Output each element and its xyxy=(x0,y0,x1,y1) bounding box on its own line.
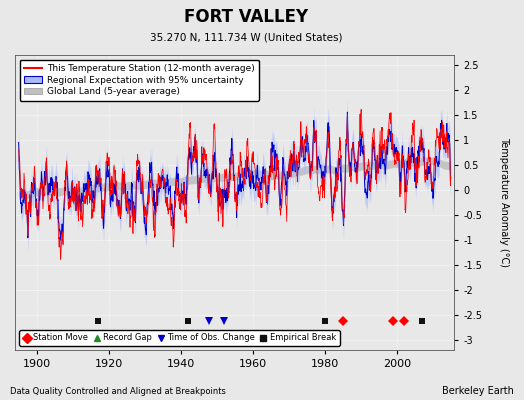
Text: FORT VALLEY: FORT VALLEY xyxy=(184,8,308,26)
Text: Berkeley Earth: Berkeley Earth xyxy=(442,386,514,396)
Legend: Station Move, Record Gap, Time of Obs. Change, Empirical Break: Station Move, Record Gap, Time of Obs. C… xyxy=(19,330,340,346)
Text: Data Quality Controlled and Aligned at Breakpoints: Data Quality Controlled and Aligned at B… xyxy=(10,387,226,396)
Y-axis label: Temperature Anomaly (°C): Temperature Anomaly (°C) xyxy=(499,138,509,268)
Text: 35.270 N, 111.734 W (United States): 35.270 N, 111.734 W (United States) xyxy=(150,32,343,42)
